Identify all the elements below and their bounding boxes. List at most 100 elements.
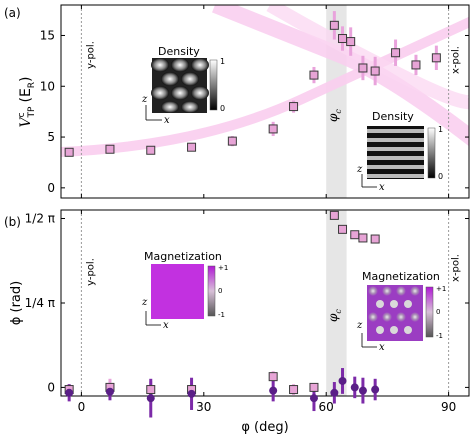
axis-z-label: z bbox=[141, 94, 148, 105]
critical-angle-label: φc bbox=[326, 109, 343, 122]
data-point-circle bbox=[330, 388, 339, 397]
y-axis-label-a: VcTP (ER) bbox=[17, 76, 37, 127]
colorbar bbox=[427, 127, 436, 179]
polarization-label: x-pol. bbox=[451, 46, 462, 74]
polarization-label: x-pol. bbox=[451, 254, 462, 282]
axis-z-label: z bbox=[356, 320, 363, 331]
colorbar-max: 1 bbox=[220, 57, 225, 66]
colorbar-mid: 0 bbox=[218, 287, 222, 295]
data-point-square bbox=[358, 63, 368, 73]
colorbar-max: +1 bbox=[436, 285, 446, 293]
magnetization-map bbox=[151, 264, 204, 319]
data-point-square bbox=[268, 124, 278, 134]
inset-title: Magnetization bbox=[144, 250, 222, 263]
colorbar-max: 1 bbox=[438, 125, 443, 134]
polarization-lines: y-pol. x-pol. bbox=[80, 210, 462, 396]
data-point-circle bbox=[309, 394, 318, 403]
panel-b: φc y-pol. x-pol. 01/4 π1/2 π 0 30 60 90 (b) … bbox=[4, 209, 470, 435]
data-point-square bbox=[64, 147, 74, 157]
data-point-square bbox=[370, 66, 380, 76]
critical-angle-symbol: φ bbox=[326, 113, 340, 122]
x-ticks-b: 0 30 60 90 bbox=[78, 210, 456, 414]
data-point-circle bbox=[371, 385, 380, 394]
data-point-square bbox=[289, 102, 299, 112]
y-tick-label: 0 bbox=[47, 380, 55, 394]
density-inset-2: Density 1 0 z x bbox=[356, 110, 443, 193]
curve-upper bbox=[212, 5, 469, 147]
y-tick-label: 10 bbox=[40, 79, 55, 93]
density-stripes bbox=[367, 129, 424, 178]
magnetization-inset-2: Magnetization +1 0 -1 z x bbox=[356, 270, 446, 353]
data-point-square bbox=[338, 224, 348, 234]
axis-x-label: x bbox=[379, 182, 385, 193]
axis-x-label: x bbox=[164, 115, 170, 126]
inset-title: Magnetization bbox=[362, 270, 440, 283]
data-point-square bbox=[105, 144, 115, 154]
data-point-circle bbox=[269, 386, 278, 395]
inset-title: Density bbox=[372, 110, 414, 123]
polarization-label: y-pol. bbox=[85, 41, 96, 69]
data-point-circle bbox=[65, 388, 74, 397]
critical-angle-sub: c bbox=[334, 109, 343, 114]
data-point-square bbox=[370, 234, 380, 244]
data-point-circle bbox=[350, 383, 359, 392]
density-map bbox=[367, 126, 424, 179]
data-point-square bbox=[411, 60, 421, 70]
data-point-square bbox=[391, 48, 401, 58]
magnetization-pattern bbox=[368, 286, 420, 334]
axis-z-label: z bbox=[141, 297, 148, 308]
y-ticks-b: 0 1/4 π 1/2 π bbox=[25, 211, 469, 394]
x-ticks-a bbox=[80, 5, 450, 198]
axis-x-label: x bbox=[379, 342, 385, 353]
colorbar-min: 0 bbox=[438, 172, 443, 181]
data-point-square bbox=[309, 382, 319, 392]
data-point-circle bbox=[187, 389, 196, 398]
panel-label-b: (b) bbox=[4, 215, 21, 229]
data-point-square bbox=[346, 37, 356, 47]
data-point-square bbox=[338, 34, 348, 44]
data-point-square bbox=[187, 142, 197, 152]
data-point-circle bbox=[146, 394, 155, 403]
data-point-square bbox=[146, 145, 156, 155]
density-blobs-1 bbox=[151, 58, 209, 113]
data-point-square bbox=[358, 233, 368, 243]
panel-label-a: (a) bbox=[4, 6, 21, 20]
svg-text:VcTP(ER): VcTP (ER) bbox=[17, 76, 37, 127]
axis-z-label: z bbox=[356, 164, 363, 175]
data-point-circle bbox=[105, 387, 114, 396]
colorbar-max: +1 bbox=[218, 264, 228, 272]
critical-band-rect bbox=[326, 210, 347, 396]
data-point-circle bbox=[338, 376, 347, 385]
density-inset-1: Density 1 0 z x bbox=[141, 45, 225, 126]
ylabel-sub: TP bbox=[27, 106, 37, 118]
critical-angle-sub: c bbox=[334, 309, 343, 314]
colorbar-min: -1 bbox=[436, 332, 443, 340]
data-point-square bbox=[350, 230, 360, 240]
y-tick-label: 1/4 π bbox=[25, 296, 55, 310]
curve-lower bbox=[61, 16, 469, 157]
x-tick-label: 90 bbox=[441, 400, 456, 414]
polarization-lines: y-pol. x-pol. bbox=[80, 5, 462, 198]
ylabel-unit-sub: R bbox=[27, 82, 37, 88]
data-point-square bbox=[329, 210, 339, 220]
data-point-square bbox=[227, 136, 237, 146]
theory-curves bbox=[61, 5, 469, 157]
ylabel-unit-post: ) bbox=[18, 76, 34, 81]
magnetization-inset-1: Magnetization +1 0 -1 z x bbox=[141, 250, 228, 331]
data-markers-b bbox=[64, 210, 380, 403]
axis-x-label: x bbox=[163, 320, 169, 331]
ylabel-text: ϕ (rad) bbox=[9, 281, 24, 325]
data-point-square bbox=[146, 385, 156, 395]
data-point-square bbox=[431, 53, 441, 63]
data-point-square bbox=[289, 385, 299, 395]
colorbar-min: 0 bbox=[220, 104, 225, 113]
y-tick-label: 5 bbox=[47, 130, 55, 144]
colorbar bbox=[207, 265, 216, 317]
data-point-square bbox=[329, 20, 339, 30]
polarization-label: y-pol. bbox=[85, 258, 96, 286]
y-tick-label: 15 bbox=[40, 28, 55, 42]
critical-band: φc bbox=[326, 210, 347, 396]
